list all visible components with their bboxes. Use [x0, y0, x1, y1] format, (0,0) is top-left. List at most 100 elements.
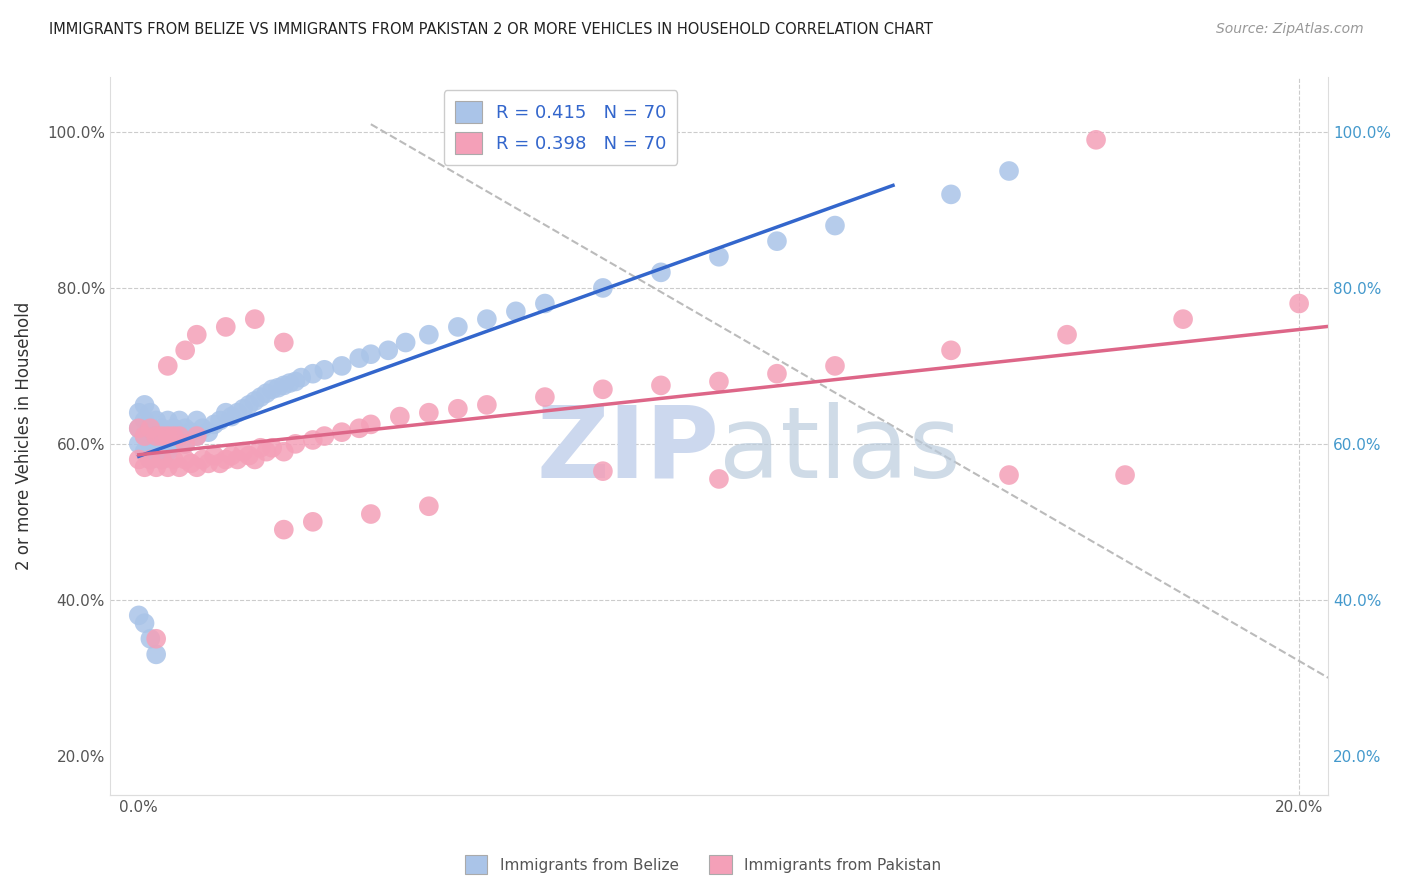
Point: [139, 421, 162, 435]
Point: [939, 343, 962, 358]
Point: [128, 437, 150, 451]
Point: [243, 312, 266, 326]
Point: [707, 250, 730, 264]
Point: [169, 460, 191, 475]
Point: [221, 409, 243, 424]
Point: [162, 452, 184, 467]
Point: [273, 335, 295, 350]
Point: [650, 378, 672, 392]
Point: [215, 406, 238, 420]
Point: [208, 456, 231, 470]
Point: [232, 444, 254, 458]
Point: [174, 452, 197, 467]
Point: [360, 347, 382, 361]
Point: [150, 437, 173, 451]
Point: [707, 375, 730, 389]
Point: [766, 234, 789, 248]
Point: [284, 375, 307, 389]
Point: [128, 421, 150, 435]
Point: [128, 452, 150, 467]
Point: [330, 425, 353, 439]
Point: [145, 648, 167, 662]
Point: [186, 327, 208, 342]
Point: [267, 381, 290, 395]
Point: [418, 406, 440, 420]
Point: [145, 460, 167, 475]
Point: [156, 359, 179, 373]
Point: [139, 437, 162, 451]
Point: [197, 456, 219, 470]
Point: [139, 452, 162, 467]
Point: [238, 449, 260, 463]
Point: [418, 500, 440, 514]
Point: [447, 401, 470, 416]
Point: [939, 187, 962, 202]
Point: [262, 382, 284, 396]
Point: [180, 425, 202, 439]
Point: [221, 449, 243, 463]
Point: [226, 406, 249, 420]
Text: ZIP: ZIP: [536, 402, 718, 499]
Point: [174, 343, 197, 358]
Point: [134, 429, 156, 443]
Point: [360, 417, 382, 432]
Point: [145, 429, 167, 443]
Point: [134, 616, 156, 631]
Point: [284, 437, 307, 451]
Point: [128, 406, 150, 420]
Point: [156, 460, 179, 475]
Point: [134, 429, 156, 443]
Point: [145, 632, 167, 646]
Point: [534, 390, 557, 404]
Point: [174, 437, 197, 451]
Point: [145, 429, 167, 443]
Point: [347, 421, 370, 435]
Point: [290, 370, 312, 384]
Point: [824, 359, 846, 373]
Point: [139, 421, 162, 435]
Point: [150, 452, 173, 467]
Point: [1171, 312, 1194, 326]
Point: [447, 320, 470, 334]
Point: [191, 452, 214, 467]
Point: [145, 444, 167, 458]
Point: [249, 390, 271, 404]
Point: [156, 429, 179, 443]
Point: [360, 507, 382, 521]
Point: [162, 437, 184, 451]
Point: [169, 413, 191, 427]
Point: [650, 265, 672, 279]
Point: [145, 413, 167, 427]
Point: [314, 429, 336, 443]
Point: [191, 421, 214, 435]
Point: [180, 456, 202, 470]
Point: [186, 429, 208, 443]
Point: [998, 468, 1021, 483]
Point: [243, 452, 266, 467]
Legend: R = 0.415   N = 70, R = 0.398   N = 70: R = 0.415 N = 70, R = 0.398 N = 70: [444, 90, 678, 165]
Point: [388, 409, 411, 424]
Point: [243, 394, 266, 409]
Point: [505, 304, 527, 318]
Point: [162, 429, 184, 443]
Point: [134, 444, 156, 458]
Point: [1288, 296, 1310, 310]
Point: [534, 296, 557, 310]
Point: [134, 460, 156, 475]
Point: [215, 452, 238, 467]
Point: [301, 367, 323, 381]
Point: [998, 164, 1021, 178]
Point: [278, 376, 301, 390]
Y-axis label: 2 or more Vehicles in Household: 2 or more Vehicles in Household: [15, 302, 32, 570]
Point: [202, 417, 225, 432]
Point: [139, 632, 162, 646]
Point: [156, 413, 179, 427]
Point: [150, 452, 173, 467]
Point: [1085, 133, 1108, 147]
Point: [156, 429, 179, 443]
Point: [208, 413, 231, 427]
Point: [174, 437, 197, 451]
Point: [824, 219, 846, 233]
Point: [395, 335, 418, 350]
Point: [128, 421, 150, 435]
